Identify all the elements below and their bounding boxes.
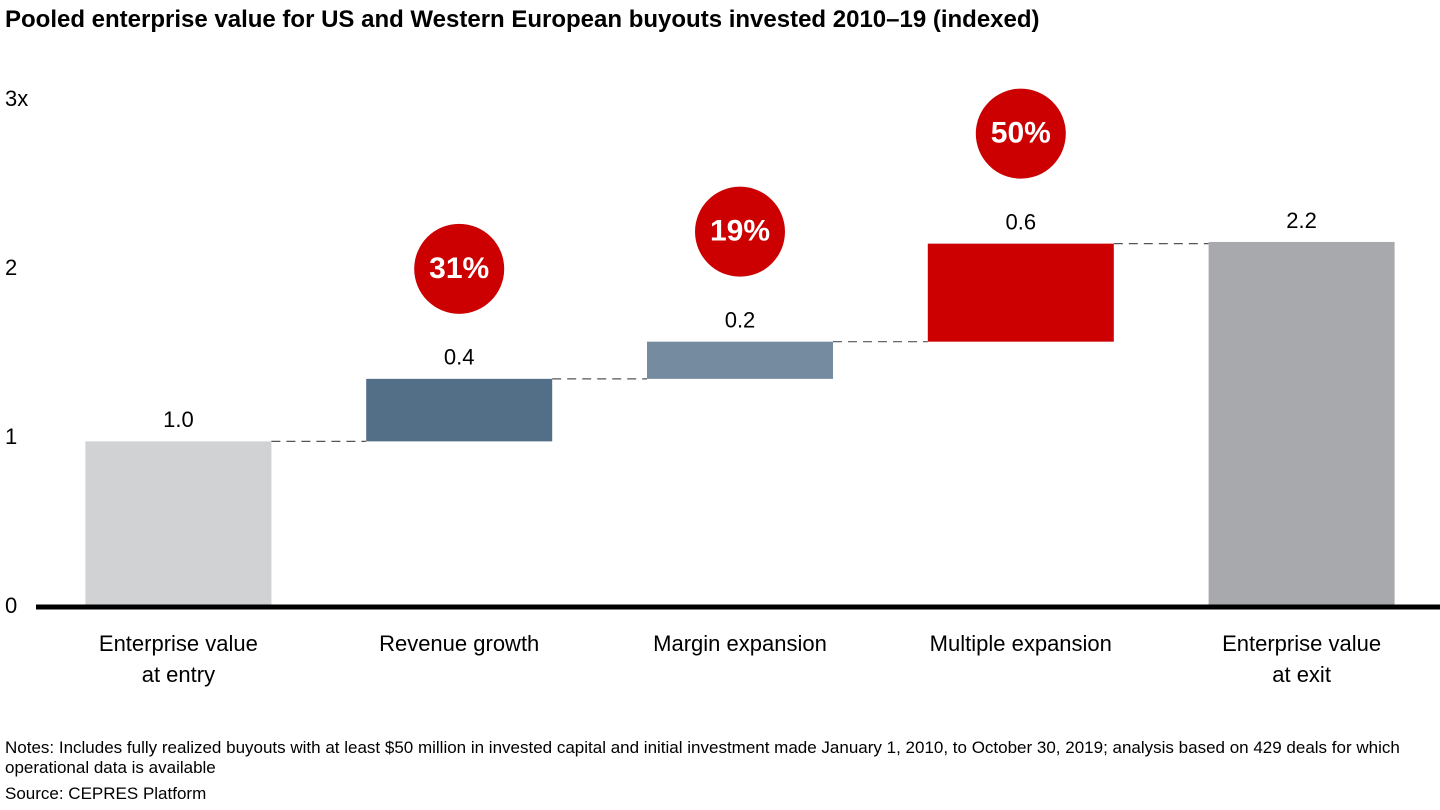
bar: [927, 243, 1114, 342]
x-tick-label: Revenue growth: [379, 631, 540, 656]
annotation-circle: [695, 186, 785, 277]
annotation: 19%: [710, 215, 770, 248]
annotation: 50%: [991, 117, 1051, 150]
data-label: 0.2: [725, 307, 756, 332]
data-label: 1.0: [163, 407, 194, 432]
notes: Notes: Includes fully realized buyouts w…: [5, 738, 1400, 777]
annotation-circle: [414, 223, 505, 314]
annotation-circle: [975, 88, 1066, 179]
x-tick-label: Enterprise value at entry: [98, 631, 258, 687]
x-tick-label: Enterprise value at exit: [1222, 631, 1382, 687]
chart-title: Pooled enterprise value for US and Weste…: [5, 6, 1040, 33]
y-tick-label: 0: [5, 593, 17, 618]
bar: [1208, 241, 1395, 607]
x-tick-label: Multiple expansion: [929, 631, 1112, 656]
chart: 0 1 2 3x 1.0 0.4 31% 0.2 19% 0.6 50% 2.2: [5, 86, 1440, 618]
source: Source: CEPRES Platform: [5, 784, 207, 803]
bar: [85, 441, 272, 607]
x-tick-label: Margin expansion: [653, 631, 827, 656]
y-tick-label: 3x: [5, 86, 28, 111]
data-label: 0.6: [1006, 209, 1037, 234]
data-label: 0.4: [444, 345, 475, 370]
annotation: 31%: [429, 252, 489, 285]
y-tick-label: 2: [5, 255, 17, 280]
bar: [647, 341, 833, 379]
y-tick-label: 1: [5, 424, 17, 449]
bar: [366, 378, 553, 442]
data-label: 2.2: [1286, 208, 1317, 233]
